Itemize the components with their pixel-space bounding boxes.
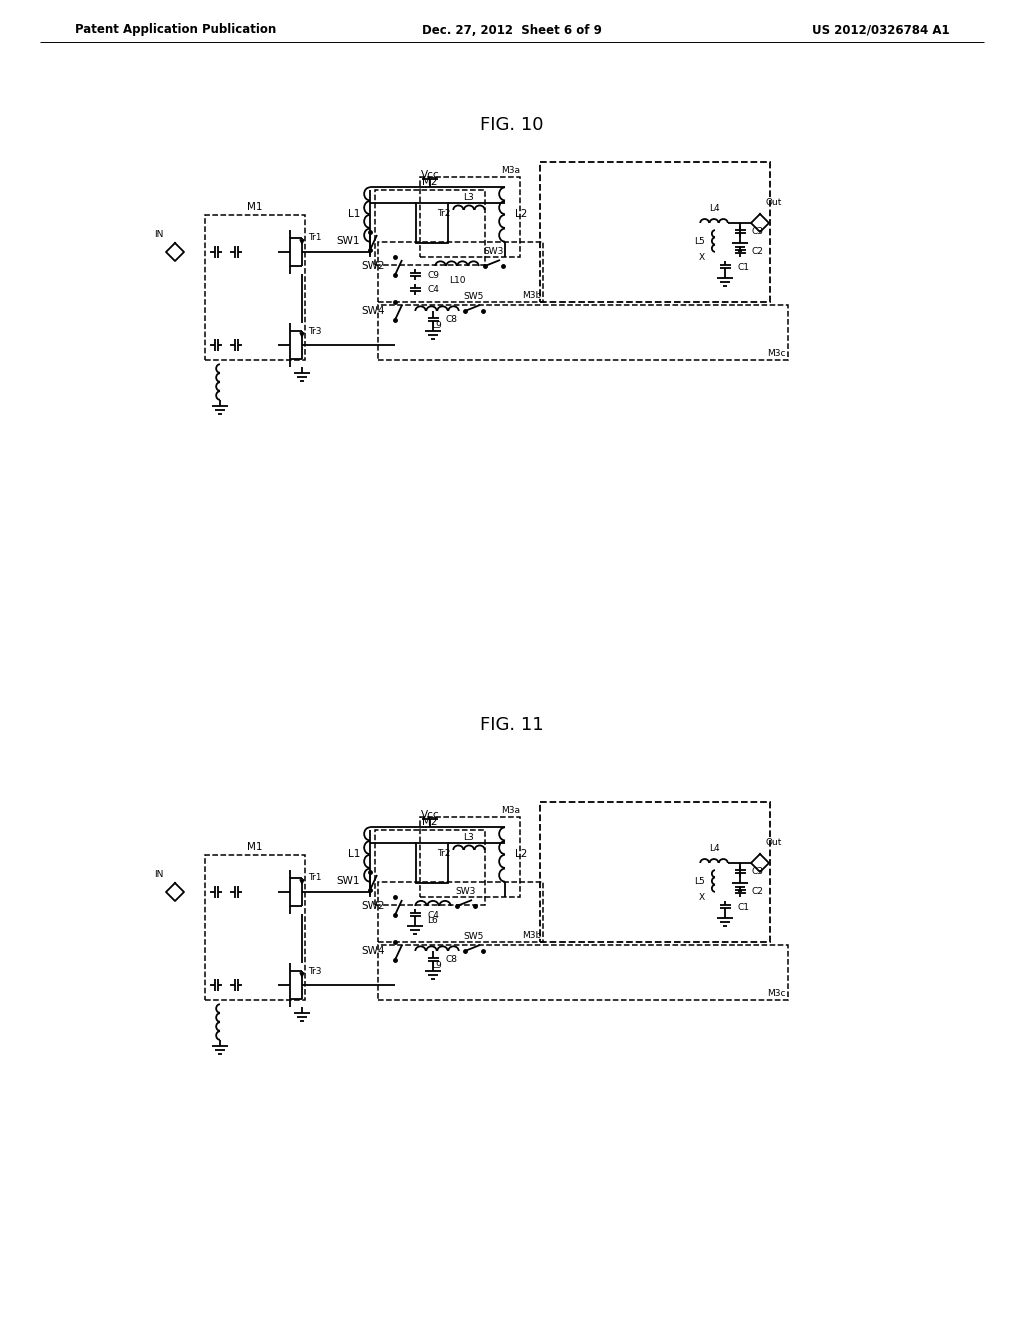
Text: M3c: M3c (768, 348, 786, 358)
Text: Tr1: Tr1 (308, 234, 322, 243)
Text: M3a: M3a (501, 166, 520, 176)
Text: L5: L5 (694, 876, 705, 886)
Text: M1: M1 (247, 842, 263, 851)
Text: C2: C2 (752, 887, 764, 896)
Text: Vcc: Vcc (421, 170, 439, 180)
Text: C2: C2 (752, 248, 764, 256)
Bar (205, 215, 305, 360)
Text: SW2: SW2 (361, 261, 385, 271)
Bar (378, 945, 788, 1001)
Text: L2: L2 (515, 209, 527, 219)
Text: SW4: SW4 (361, 306, 385, 315)
Text: SW4: SW4 (361, 946, 385, 956)
Text: L1: L1 (347, 209, 360, 219)
Text: L4: L4 (709, 843, 719, 853)
Text: L9: L9 (432, 321, 442, 330)
Text: L9: L9 (432, 961, 442, 970)
Bar (375, 830, 485, 906)
Text: Dec. 27, 2012  Sheet 6 of 9: Dec. 27, 2012 Sheet 6 of 9 (422, 24, 602, 37)
Text: SW1: SW1 (337, 236, 360, 246)
Text: C1: C1 (737, 263, 749, 272)
Text: M3b: M3b (522, 290, 541, 300)
Text: L3: L3 (464, 833, 474, 842)
Bar (420, 177, 520, 257)
Text: SW3: SW3 (456, 887, 476, 896)
Text: SW5: SW5 (464, 292, 484, 301)
Bar (375, 190, 485, 265)
Text: Tr3: Tr3 (308, 326, 322, 335)
Bar (416, 843, 449, 883)
Bar (416, 203, 449, 243)
Text: Tr2: Tr2 (437, 849, 451, 858)
Text: Tr1: Tr1 (308, 874, 322, 883)
Text: SW2: SW2 (361, 902, 385, 911)
Text: FIG. 10: FIG. 10 (480, 116, 544, 135)
Bar (205, 855, 305, 1001)
Text: C3: C3 (752, 227, 764, 236)
Bar (540, 162, 770, 302)
Text: L6: L6 (428, 916, 438, 925)
Text: SW3: SW3 (483, 247, 504, 256)
Text: C8: C8 (445, 315, 457, 325)
Text: SW5: SW5 (464, 932, 484, 941)
Text: M1: M1 (247, 202, 263, 213)
Text: C3: C3 (752, 867, 764, 876)
Text: Out: Out (765, 838, 781, 847)
Text: IN: IN (155, 870, 164, 879)
Text: M3b: M3b (522, 931, 541, 940)
Text: L2: L2 (515, 849, 527, 859)
Text: L4: L4 (709, 205, 719, 213)
Text: Tr3: Tr3 (308, 966, 322, 975)
Text: L10: L10 (449, 276, 465, 285)
Text: M2: M2 (422, 177, 437, 187)
Text: C1: C1 (737, 903, 749, 912)
Text: L1: L1 (347, 849, 360, 859)
Text: M3a: M3a (501, 807, 520, 814)
Bar (378, 305, 788, 360)
Text: C4: C4 (427, 911, 439, 920)
Text: M2: M2 (422, 817, 437, 828)
Text: Vcc: Vcc (421, 810, 439, 820)
Text: Tr2: Tr2 (437, 209, 451, 218)
Bar (420, 817, 520, 898)
Bar (378, 242, 543, 302)
Text: M3c: M3c (768, 989, 786, 998)
Text: Out: Out (765, 198, 781, 207)
Text: IN: IN (155, 230, 164, 239)
Text: X: X (698, 892, 705, 902)
Text: C4: C4 (427, 285, 439, 294)
Text: C9: C9 (427, 271, 439, 280)
Text: SW1: SW1 (337, 876, 360, 886)
Text: Patent Application Publication: Patent Application Publication (75, 24, 276, 37)
Text: US 2012/0326784 A1: US 2012/0326784 A1 (812, 24, 950, 37)
Text: C8: C8 (445, 956, 457, 965)
Text: X: X (698, 252, 705, 261)
Bar (378, 882, 543, 942)
Text: L5: L5 (694, 236, 705, 246)
Bar (540, 803, 770, 942)
Text: L3: L3 (464, 193, 474, 202)
Text: FIG. 11: FIG. 11 (480, 715, 544, 734)
